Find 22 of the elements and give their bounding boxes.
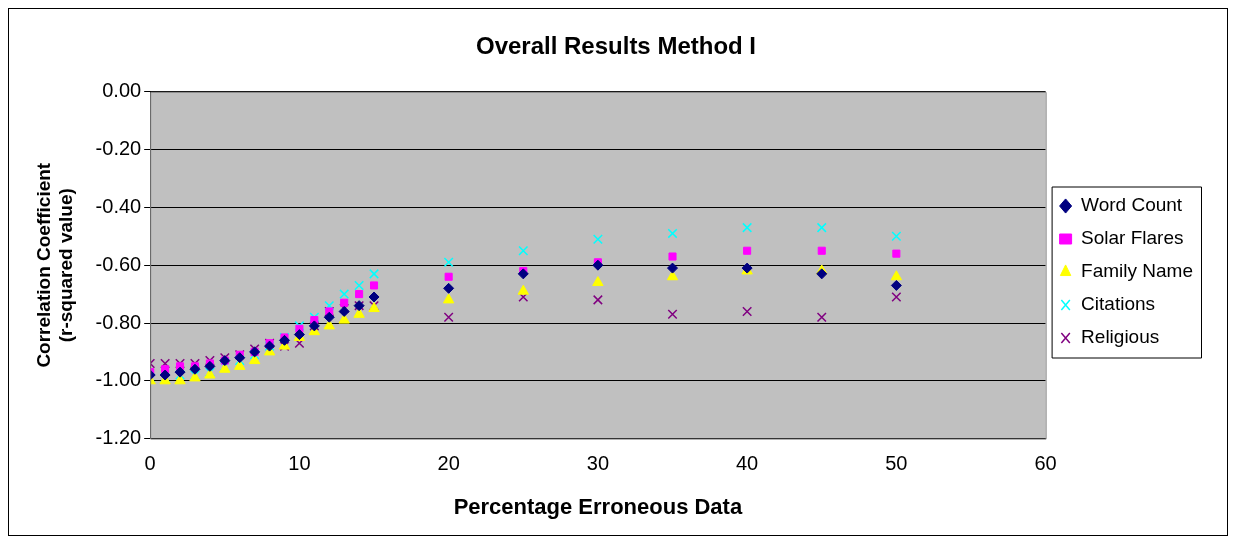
x-tick-label: 10 <box>288 452 311 475</box>
x-tick-label: 60 <box>1034 452 1057 475</box>
x-tick-label: 40 <box>736 452 759 475</box>
x-tick-label: 20 <box>437 452 460 475</box>
legend-label: Family Name <box>1081 260 1193 282</box>
y-tick-label: -0.20 <box>95 137 142 160</box>
y-tick-label: -0.40 <box>95 194 142 217</box>
y-tick-label: -1.00 <box>95 368 142 391</box>
legend-label: Citations <box>1081 293 1156 315</box>
chart-title: Overall Results Method I <box>475 32 757 60</box>
y-axis-title: Correlation Coefficient (r-squared value) <box>32 162 77 368</box>
y-tick-label: 0.00 <box>102 79 142 102</box>
x-tick-label: 30 <box>586 452 610 475</box>
x-tick-label: 0 <box>144 452 156 475</box>
x-tick-label: 50 <box>885 452 908 475</box>
y-tick-label: -1.20 <box>95 426 142 449</box>
legend-label: Word Count <box>1081 194 1183 216</box>
x-axis-title: Percentage Erroneous Data <box>453 493 743 519</box>
y-tick-label: -0.60 <box>95 252 142 275</box>
y-tick-label: -0.80 <box>95 310 142 333</box>
legend-label: Religious <box>1081 326 1160 348</box>
legend-label: Solar Flares <box>1081 227 1184 249</box>
